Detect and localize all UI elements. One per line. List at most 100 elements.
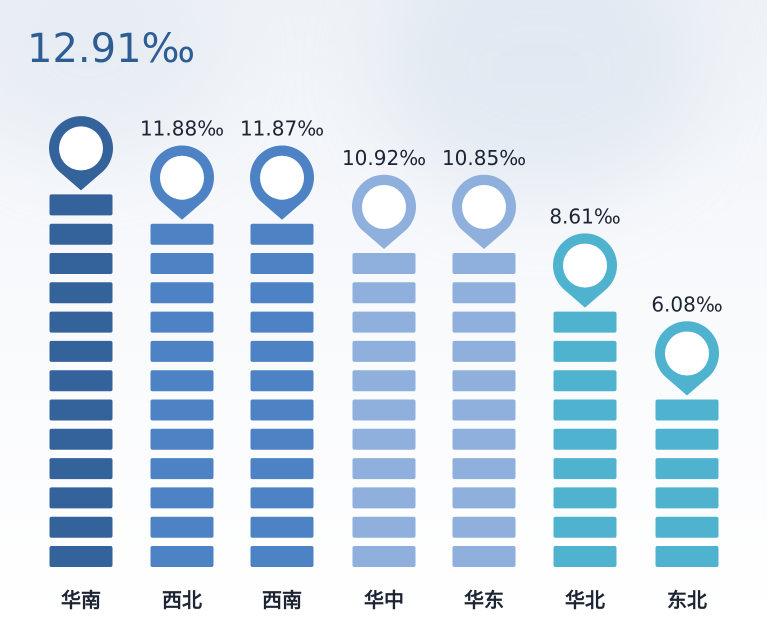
pin-center xyxy=(160,155,204,200)
category-label: 华北 xyxy=(565,588,605,612)
bar-segment xyxy=(452,546,516,567)
bar-segment xyxy=(452,311,516,333)
bar-segment xyxy=(452,340,516,362)
bar-segment xyxy=(49,546,113,567)
data-label: 6.08‰ xyxy=(651,293,722,317)
category-label: 西南 xyxy=(262,588,302,612)
bar-segment xyxy=(553,340,617,362)
bar-segment xyxy=(150,253,214,274)
bar-segment xyxy=(553,399,617,421)
bar-segment xyxy=(452,516,516,538)
bar-segment xyxy=(452,428,516,450)
category-label: 西北 xyxy=(162,588,202,612)
bar-segment xyxy=(250,282,314,304)
bar-segment xyxy=(250,546,314,567)
bar-segment xyxy=(250,458,314,480)
bar-segment xyxy=(150,311,214,333)
category-label: 华东 xyxy=(464,588,504,612)
bar-segment xyxy=(150,516,214,538)
data-label: 11.87‰ xyxy=(240,117,324,141)
bar-7: 6.08‰ 东北 xyxy=(651,293,722,613)
pin-center xyxy=(260,155,304,200)
bar-segment xyxy=(49,311,113,333)
bar-segment xyxy=(352,370,416,392)
bar-segment xyxy=(250,487,314,509)
bar-segment xyxy=(250,516,314,538)
bar-segment xyxy=(250,340,314,362)
bar-segment xyxy=(452,370,516,392)
bar-segment xyxy=(49,253,113,274)
bar-segment xyxy=(553,546,617,567)
bar-segment xyxy=(352,399,416,421)
bar-segment xyxy=(352,253,416,274)
bar-segment xyxy=(150,340,214,362)
bar-segment xyxy=(352,282,416,304)
background-blur xyxy=(380,0,700,200)
pin-center xyxy=(462,185,506,229)
bar-segment xyxy=(49,282,113,304)
pin-center xyxy=(665,331,709,376)
bar-2: 11.88‰ 西北 xyxy=(140,117,224,612)
bar-segment xyxy=(150,428,214,450)
bar-segment xyxy=(553,516,617,538)
bar-segment xyxy=(352,546,416,567)
bar-segment xyxy=(352,487,416,509)
bar-segment xyxy=(655,546,719,567)
bar-segment xyxy=(655,399,719,421)
bar-segment xyxy=(49,428,113,450)
bar-segment xyxy=(553,370,617,392)
bar-segment xyxy=(250,311,314,333)
bar-segment xyxy=(352,516,416,538)
bar-segment xyxy=(352,428,416,450)
bar-segment xyxy=(49,487,113,509)
bar-segment xyxy=(49,194,113,216)
bars-group: 华南 11.88‰ 西北 11.87‰ 西南 10.92‰ 华中 10.85‰ 华东 8.61‰ 华… xyxy=(49,116,723,612)
bar-segment xyxy=(655,516,719,538)
bar-segment xyxy=(250,399,314,421)
bar-segment xyxy=(452,253,516,274)
bar-4: 10.92‰ 华中 xyxy=(342,146,426,612)
bar-segment xyxy=(655,487,719,509)
bar-segment xyxy=(49,458,113,480)
bar-segment xyxy=(452,399,516,421)
pin-center xyxy=(563,243,607,288)
bar-segment xyxy=(452,282,516,304)
bar-segment xyxy=(250,223,314,245)
bar-6: 8.61‰ 华北 xyxy=(549,205,620,612)
category-label: 华南 xyxy=(61,588,101,612)
bar-segment xyxy=(352,458,416,480)
pin-center xyxy=(362,185,406,229)
data-label: 10.85‰ xyxy=(442,146,526,170)
bar-segment xyxy=(553,458,617,480)
bar-segment xyxy=(250,428,314,450)
top-value-label: 12.91‰ xyxy=(27,26,195,72)
bar-segment xyxy=(49,399,113,421)
bar-segment xyxy=(352,311,416,333)
bar-segment xyxy=(49,370,113,392)
data-label: 8.61‰ xyxy=(549,205,620,229)
bar-segment xyxy=(150,458,214,480)
bar-segment xyxy=(352,340,416,362)
bar-5: 10.85‰ 华东 xyxy=(442,146,526,612)
bar-segment xyxy=(150,546,214,567)
bar-segment xyxy=(49,340,113,362)
bar-segment xyxy=(49,516,113,538)
bar-segment xyxy=(150,282,214,304)
bar-segment xyxy=(452,487,516,509)
category-label: 东北 xyxy=(667,588,707,612)
bar-segment xyxy=(250,253,314,274)
bar-segment xyxy=(150,399,214,421)
bar-segment xyxy=(553,428,617,450)
pin-center xyxy=(59,126,103,171)
bar-1: 华南 xyxy=(49,116,114,612)
bar-segment xyxy=(655,458,719,480)
bar-segment xyxy=(553,311,617,333)
data-label: 11.88‰ xyxy=(140,117,224,141)
bar-segment xyxy=(452,458,516,480)
bar-segment xyxy=(49,223,113,245)
category-label: 华中 xyxy=(364,588,404,612)
bar-segment xyxy=(250,370,314,392)
bar-segment xyxy=(150,223,214,245)
data-label: 10.92‰ xyxy=(342,146,426,170)
